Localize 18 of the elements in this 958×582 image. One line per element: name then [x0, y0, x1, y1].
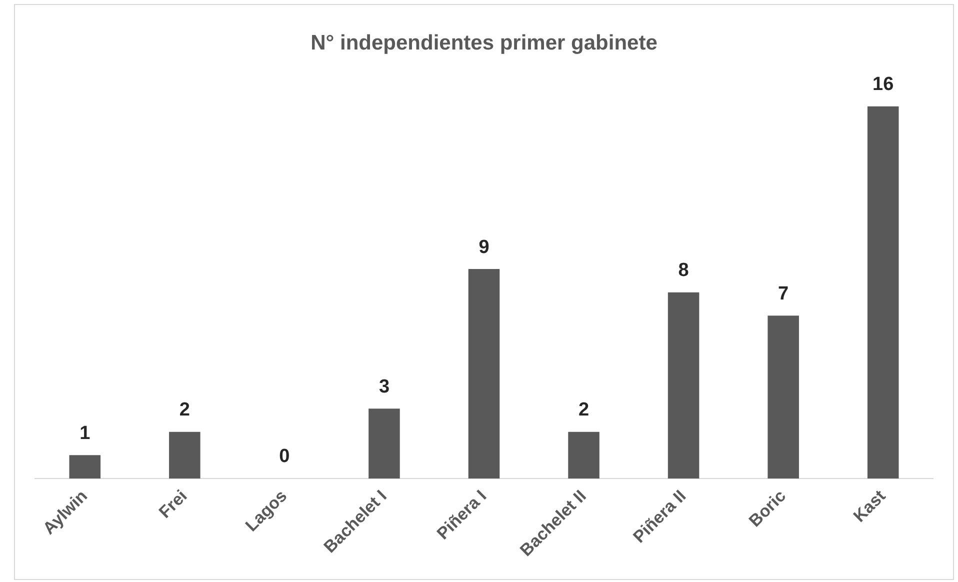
bar [568, 432, 600, 478]
data-label: 2 [179, 400, 190, 421]
data-label: 7 [778, 283, 789, 304]
bar [867, 106, 899, 478]
data-label: 16 [872, 74, 894, 95]
data-label: 9 [478, 236, 490, 258]
chart-title: N° independientes primer gabinete [310, 31, 658, 54]
bar [69, 455, 101, 478]
bar [169, 432, 200, 478]
data-label: 2 [578, 400, 590, 421]
bar [768, 316, 799, 478]
bar [368, 408, 400, 478]
data-label: 3 [378, 376, 390, 398]
data-label: 8 [678, 260, 689, 282]
bar [468, 269, 500, 478]
data-label: 1 [80, 422, 91, 444]
data-label: 0 [279, 446, 290, 468]
bar [668, 292, 700, 478]
